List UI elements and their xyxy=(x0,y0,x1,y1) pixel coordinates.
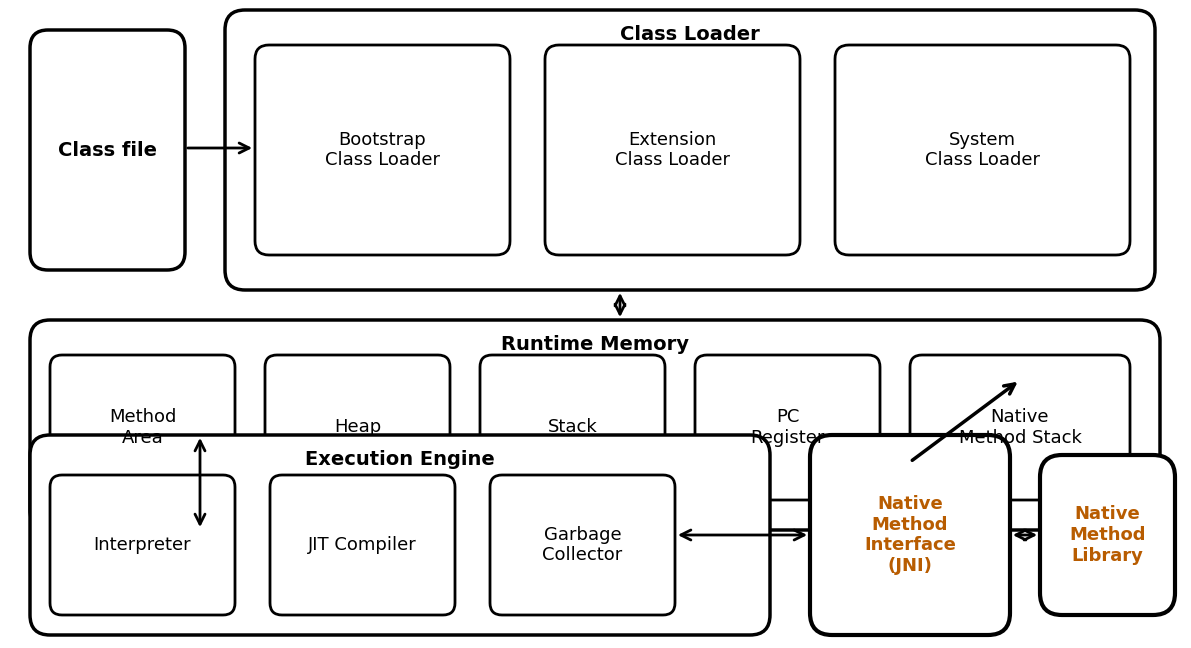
Text: Native
Method
Library: Native Method Library xyxy=(1070,505,1146,565)
FancyBboxPatch shape xyxy=(810,435,1010,635)
FancyBboxPatch shape xyxy=(1040,455,1176,615)
Text: JIT Compiler: JIT Compiler xyxy=(308,536,417,554)
Text: Class file: Class file xyxy=(58,141,157,159)
FancyBboxPatch shape xyxy=(225,10,1155,290)
Text: Interpreter: Interpreter xyxy=(94,536,192,554)
FancyBboxPatch shape xyxy=(30,320,1160,530)
Text: Stack: Stack xyxy=(548,419,598,437)
Text: Garbage
Collector: Garbage Collector xyxy=(542,526,623,564)
FancyBboxPatch shape xyxy=(30,435,771,635)
FancyBboxPatch shape xyxy=(30,30,185,270)
Text: Runtime Memory: Runtime Memory xyxy=(501,335,690,354)
Text: Method
Area: Method Area xyxy=(108,408,176,447)
FancyBboxPatch shape xyxy=(270,475,455,615)
Text: System
Class Loader: System Class Loader xyxy=(925,131,1040,169)
FancyBboxPatch shape xyxy=(545,45,800,255)
Text: Class Loader: Class Loader xyxy=(621,25,760,44)
Text: Native
Method Stack: Native Method Stack xyxy=(959,408,1081,447)
FancyBboxPatch shape xyxy=(255,45,510,255)
Text: Execution Engine: Execution Engine xyxy=(305,450,495,469)
FancyBboxPatch shape xyxy=(696,355,880,500)
FancyBboxPatch shape xyxy=(266,355,450,500)
FancyBboxPatch shape xyxy=(50,355,235,500)
Text: Bootstrap
Class Loader: Bootstrap Class Loader xyxy=(325,131,439,169)
FancyBboxPatch shape xyxy=(50,475,235,615)
Text: Heap: Heap xyxy=(333,419,381,437)
FancyBboxPatch shape xyxy=(490,475,675,615)
FancyBboxPatch shape xyxy=(835,45,1130,255)
Text: PC
Register: PC Register xyxy=(750,408,824,447)
Text: Native
Method
Interface
(JNI): Native Method Interface (JNI) xyxy=(863,495,956,575)
Text: Extension
Class Loader: Extension Class Loader xyxy=(615,131,730,169)
FancyBboxPatch shape xyxy=(480,355,665,500)
FancyBboxPatch shape xyxy=(910,355,1130,500)
